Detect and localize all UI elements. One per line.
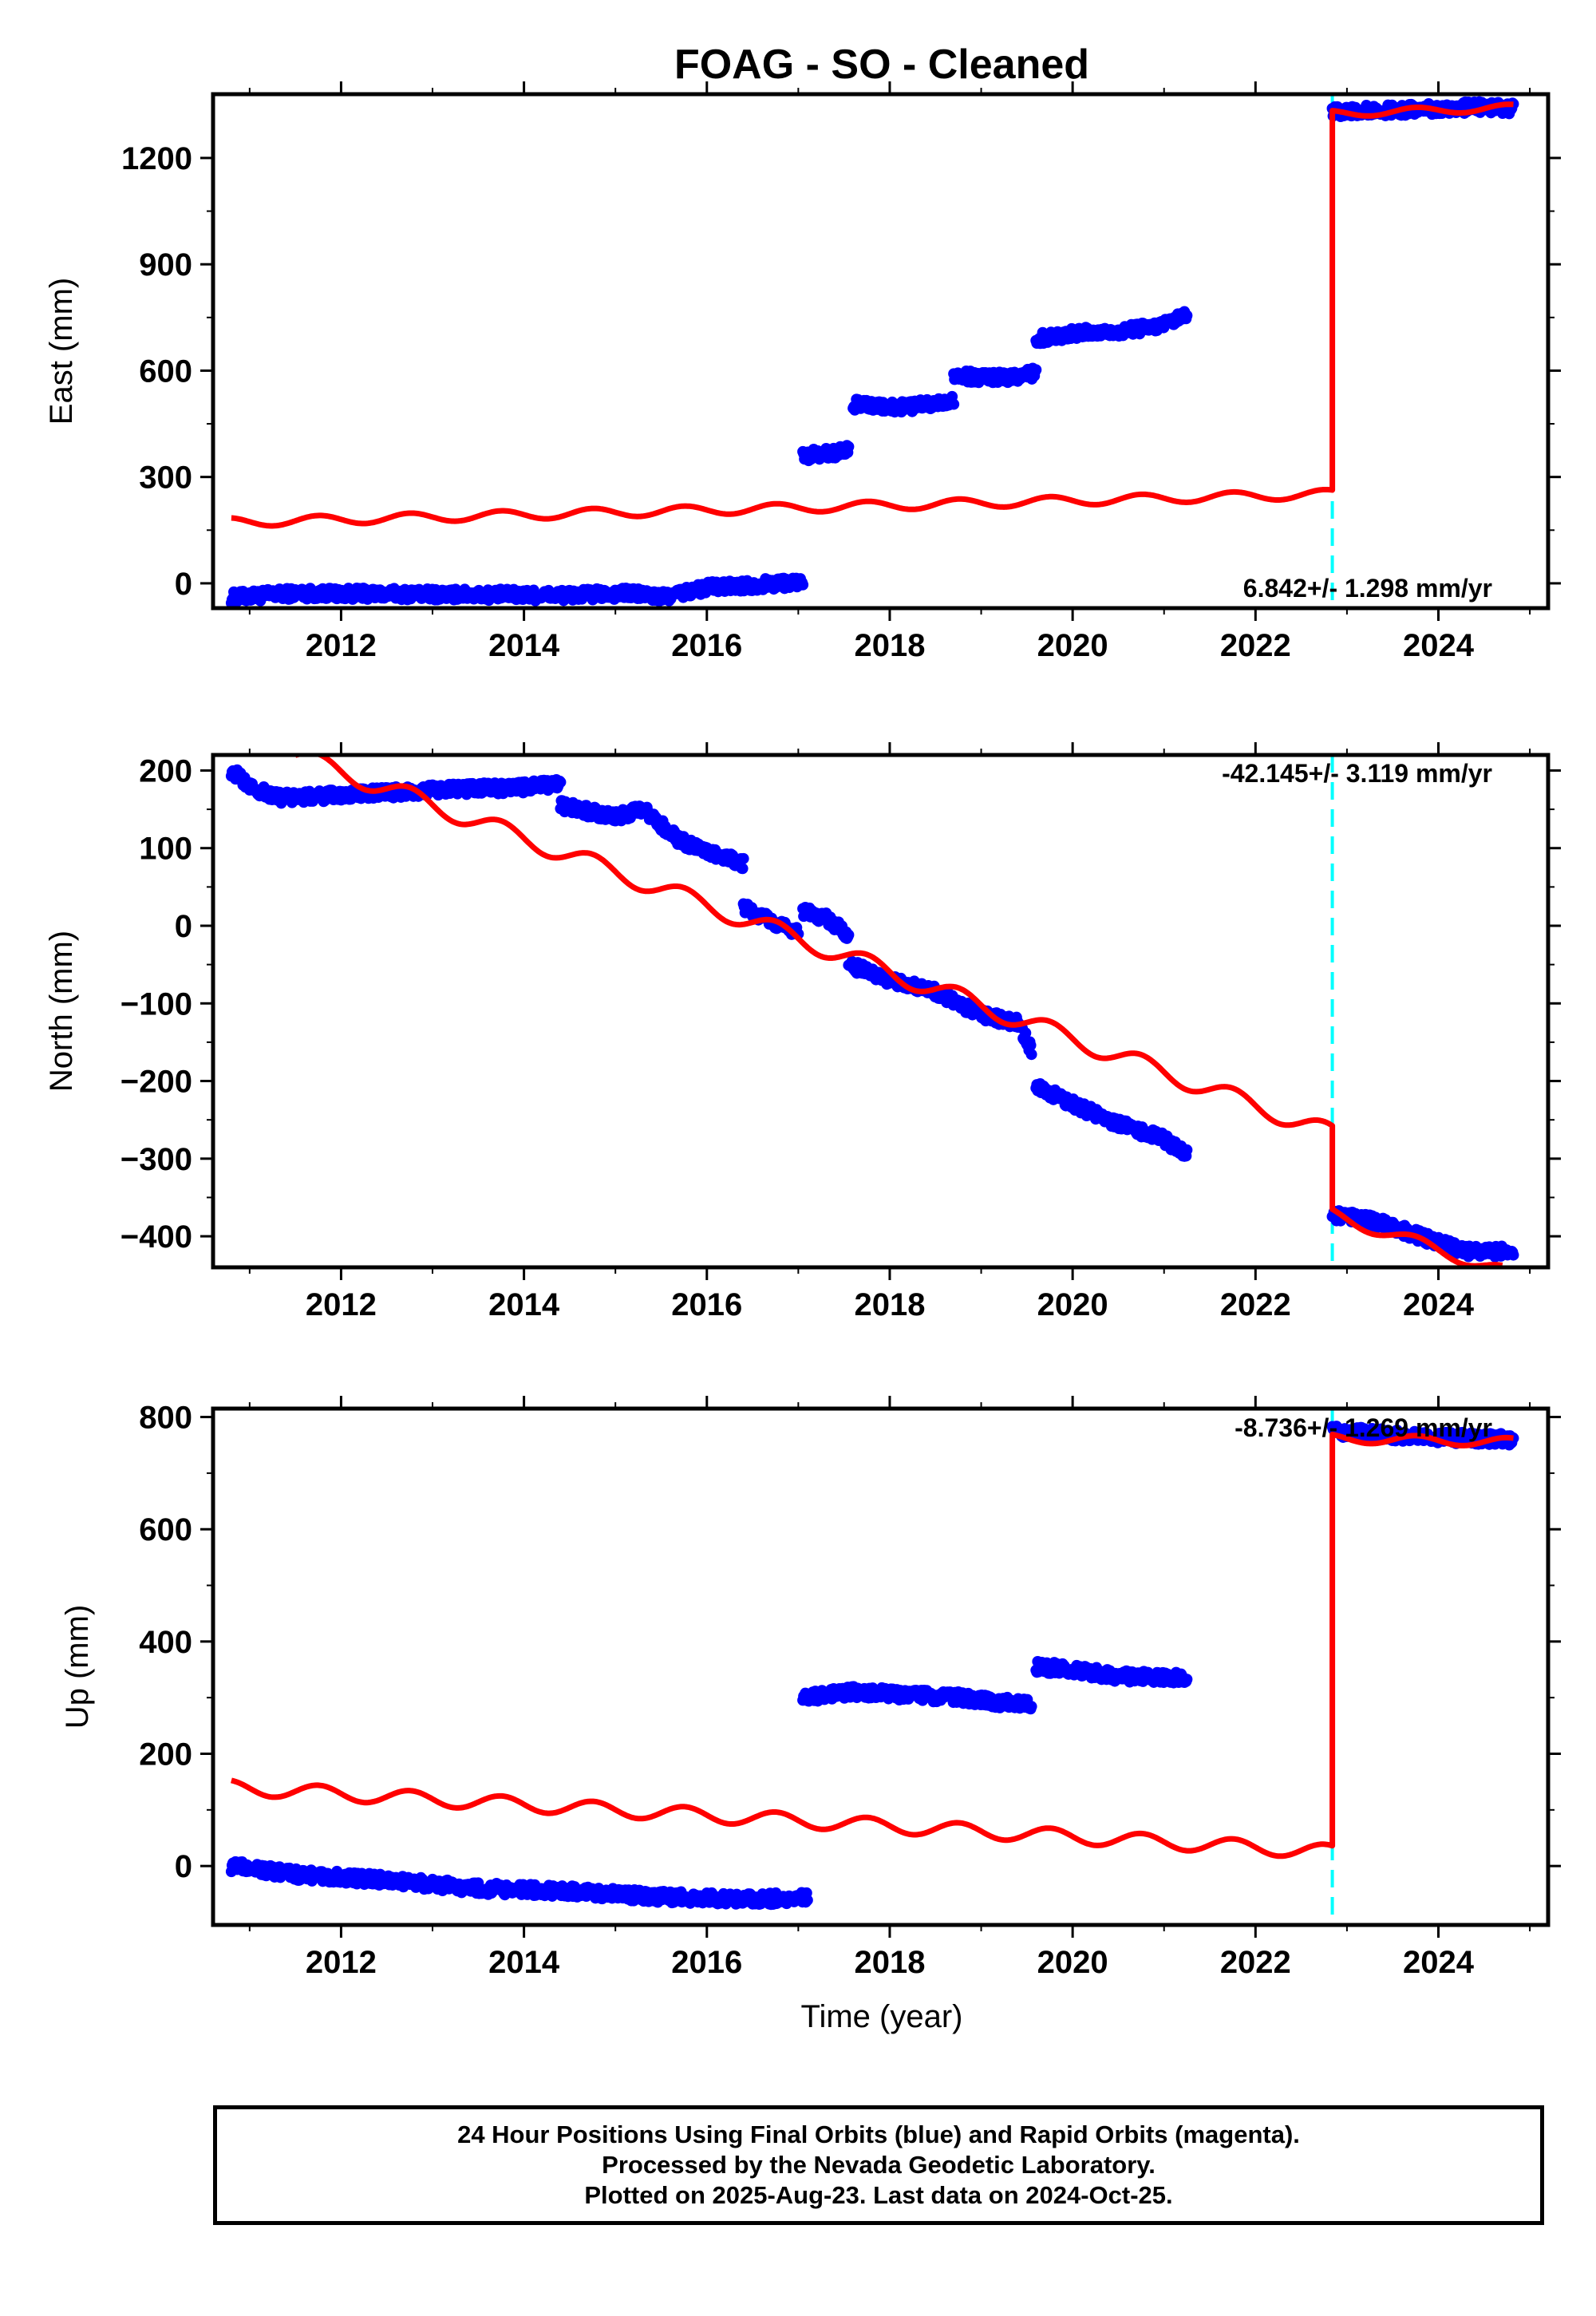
- plot-area: [225, 1409, 1519, 1925]
- x-tick-label: 2020: [1037, 1945, 1108, 1980]
- x-tick-label: 2012: [306, 1287, 377, 1322]
- panel-frame: [211, 753, 1551, 1270]
- y-axis-label: North (mm): [44, 931, 79, 1092]
- x-tick-label: 2024: [1403, 628, 1475, 663]
- data-segment: [847, 390, 960, 418]
- x-tick-label: 2022: [1220, 1287, 1291, 1322]
- y-tick-label: 900: [139, 247, 192, 283]
- x-tick-label: 2014: [488, 1287, 560, 1322]
- panel-frame: [211, 1406, 1551, 1927]
- data-point: [1181, 1144, 1193, 1156]
- x-tick-label: 2020: [1037, 1287, 1108, 1322]
- data-segment: [1030, 1077, 1193, 1162]
- x-tick-label: 2022: [1220, 628, 1291, 663]
- data-point: [1030, 364, 1042, 376]
- x-tick-label: 2016: [671, 1945, 742, 1980]
- y-tick-label: 100: [139, 832, 192, 867]
- data-segment: [797, 1681, 1037, 1715]
- velocity-rate-label: -42.145+/- 3.119 mm/yr: [1222, 759, 1492, 788]
- x-tick-label: 2014: [488, 1945, 560, 1980]
- velocity-rate-label: 6.842+/- 1.298 mm/yr: [1243, 574, 1492, 603]
- panel-1: 0 300 600 900 1200 2012 2014 2016 2018 2020 2022 20…: [44, 81, 1561, 663]
- caption-line-1: 24 Hour Positions Using Final Orbits (bl…: [457, 2120, 1300, 2148]
- data-point: [1025, 1039, 1037, 1051]
- model-line: [230, 1431, 1515, 1860]
- data-segment: [225, 1856, 813, 1911]
- velocity-rate-label: -8.736+/- 1.269 mm/yr: [1235, 1413, 1492, 1442]
- panel-3: 0 200 400 600 800 2012 2014 2016 2018 2020 2022 202…: [60, 1396, 1561, 1980]
- y-tick-label: 600: [139, 1512, 192, 1547]
- data-segment: [843, 955, 1037, 1061]
- data-segment: [797, 901, 855, 944]
- data-point: [555, 777, 567, 788]
- data-segment: [1326, 1205, 1519, 1263]
- plot-area: [225, 755, 1519, 1267]
- data-segment: [797, 440, 855, 467]
- panels: 0 300 600 900 1200 2012 2014 2016 2018 2020 2022 20…: [44, 81, 1561, 1980]
- y-tick-label: 300: [139, 460, 192, 496]
- plot-area: [225, 94, 1519, 608]
- y-tick-label: −300: [120, 1142, 192, 1177]
- y-tick-label: 200: [139, 753, 192, 788]
- panel-frame: [211, 92, 1551, 611]
- model-line: [230, 101, 1515, 529]
- y-tick-label: 800: [139, 1401, 192, 1436]
- x-tick-label: 2018: [854, 1945, 925, 1980]
- data-point: [801, 1894, 813, 1906]
- x-tick-label: 2012: [306, 1945, 377, 1980]
- data-point: [843, 441, 855, 453]
- data-point: [1181, 1674, 1193, 1686]
- y-tick-label: 0: [175, 567, 192, 602]
- data-point: [843, 929, 855, 941]
- x-tick-label: 2014: [488, 628, 560, 663]
- data-point: [737, 852, 749, 864]
- data-segment: [225, 572, 809, 608]
- data-point: [1507, 1249, 1519, 1261]
- y-tick-label: 1200: [121, 141, 192, 176]
- y-tick-label: −100: [120, 986, 192, 1022]
- y-tick-label: 0: [175, 1849, 192, 1884]
- x-tick-label: 2024: [1403, 1945, 1475, 1980]
- data-segment: [1030, 306, 1193, 350]
- data-point: [1025, 1049, 1037, 1061]
- data-segment: [555, 795, 749, 875]
- data-point: [737, 863, 749, 875]
- data-segment: [1030, 1655, 1193, 1689]
- model-line: [294, 755, 1504, 1267]
- x-tick-label: 2016: [671, 1287, 742, 1322]
- x-tick-label: 2022: [1220, 1945, 1291, 1980]
- x-tick-label: 2018: [854, 628, 925, 663]
- figure-title: FOAG - SO - Cleaned: [674, 41, 1089, 88]
- x-tick-label: 2016: [671, 628, 742, 663]
- data-point: [1181, 310, 1193, 322]
- y-tick-label: 0: [175, 909, 192, 944]
- x-tick-label: 2012: [306, 628, 377, 663]
- data-point: [1020, 1027, 1032, 1039]
- caption-box: 24 Hour Positions Using Final Orbits (bl…: [213, 2105, 1544, 2225]
- y-tick-label: −200: [120, 1065, 192, 1100]
- data-segment: [225, 764, 567, 809]
- caption-line-2: Processed by the Nevada Geodetic Laborat…: [602, 2151, 1156, 2179]
- data-point: [948, 398, 960, 410]
- y-tick-label: 400: [139, 1625, 192, 1660]
- data-point: [797, 579, 809, 591]
- x-tick-label: 2018: [854, 1287, 925, 1322]
- data-point: [1025, 1701, 1037, 1713]
- y-tick-label: 200: [139, 1737, 192, 1773]
- x-axis-label: Time (year): [801, 1999, 963, 2034]
- data-segment: [948, 362, 1042, 389]
- panel-2: −400 −300 −200 −100 0 100 200 2012 2014 2016 2018 2…: [44, 742, 1561, 1322]
- x-tick-label: 2024: [1403, 1287, 1475, 1322]
- y-tick-label: −400: [120, 1219, 192, 1255]
- y-tick-label: 600: [139, 354, 192, 389]
- y-axis-label: East (mm): [44, 278, 79, 425]
- y-axis-label: Up (mm): [60, 1605, 95, 1729]
- caption-line-3: Plotted on 2025-Aug-23. Last data on 202…: [584, 2181, 1173, 2209]
- x-tick-label: 2020: [1037, 628, 1108, 663]
